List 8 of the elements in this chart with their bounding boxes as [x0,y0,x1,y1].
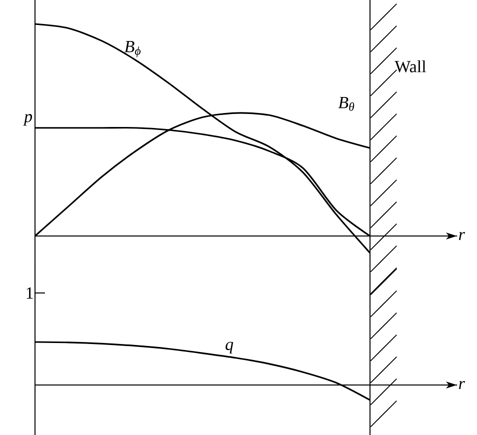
x-axis-title: r [458,232,465,240]
series-label: q [226,342,234,354]
series-label: p [23,114,32,126]
text: Wall [394,60,426,72]
legend-label: B$_{θ}$ [338,96,354,111]
x-axis-title: r [458,380,465,389]
text: 1 [26,287,33,299]
series-label: B$_{ϕ}$ [124,41,141,58]
